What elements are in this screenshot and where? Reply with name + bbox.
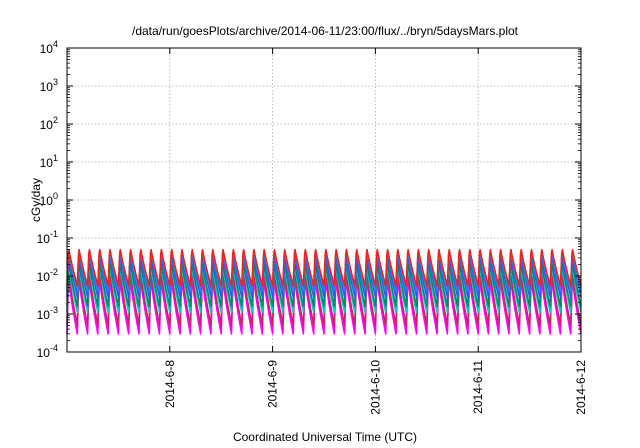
y-tick-label: 10-1 [37,229,58,246]
plot-frame [66,47,582,353]
y-tick-label: 10-3 [37,305,58,322]
x-tick-label: 2014-6-10 [368,360,382,415]
y-tick-label: 100 [40,191,58,208]
y-tick-label: 10-2 [37,267,58,284]
y-tick-label: 102 [40,115,58,132]
series-line [66,248,582,287]
series-line [66,274,582,327]
chart-title: /data/run/goesPlots/archive/2014-06-11/2… [132,24,519,38]
y-tick-label: 103 [40,77,58,94]
x-tick-label: 2014-6-12 [574,360,588,415]
x-axis-label: Coordinated Universal Time (UTC) [233,430,417,444]
series-layer [66,248,582,335]
x-tick-label: 2014-6-9 [266,360,280,408]
y-tick-label: 101 [40,153,58,170]
ticks: 10-4 10-3 10-2 10-1 100 101 102 103 104 2014-6-8 2… [37,39,588,415]
y-tick-label: 10-4 [37,343,58,360]
y-axis-label: cGy/day [29,178,43,222]
x-tick-label: 2014-6-11 [471,360,485,414]
series-line [66,280,582,335]
x-tick-label: 2014-6-8 [163,360,177,408]
y-tick-label: 104 [40,39,58,56]
series-line [66,263,582,308]
series-line [66,256,582,298]
